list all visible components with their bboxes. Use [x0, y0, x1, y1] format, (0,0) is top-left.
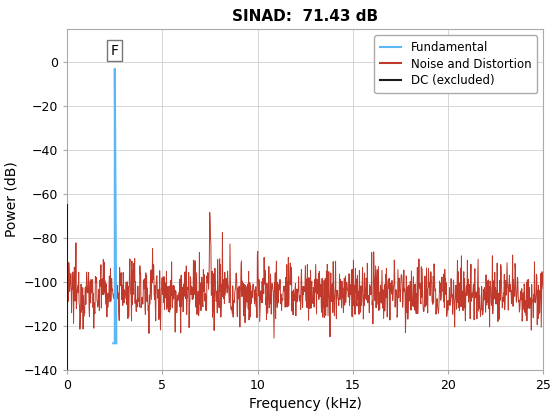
- Noise and Distortion: [325, 313, 332, 318]
- Noise and Distortion: [225, 281, 231, 286]
- Line: Fundamental: Fundamental: [113, 69, 116, 343]
- Fundamental: [110, 341, 116, 346]
- Fundamental: [113, 341, 120, 346]
- Fundamental: [111, 66, 118, 71]
- Noise and Distortion: [64, 294, 71, 299]
- Noise and Distortion: [207, 210, 213, 215]
- Legend: Fundamental, Noise and Distortion, DC (excluded): Fundamental, Noise and Distortion, DC (e…: [374, 35, 537, 93]
- Noise and Distortion: [270, 336, 277, 341]
- Y-axis label: Power (dB): Power (dB): [4, 162, 18, 237]
- Noise and Distortion: [127, 281, 134, 286]
- Title: SINAD:  71.43 dB: SINAD: 71.43 dB: [232, 9, 378, 24]
- Fundamental: [111, 341, 118, 346]
- Line: Noise and Distortion: Noise and Distortion: [67, 213, 543, 338]
- Noise and Distortion: [144, 286, 151, 291]
- DC (excluded): [64, 367, 71, 372]
- Noise and Distortion: [271, 281, 278, 286]
- Noise and Distortion: [315, 291, 321, 296]
- Noise and Distortion: [540, 286, 547, 291]
- Text: F: F: [111, 44, 119, 58]
- X-axis label: Frequency (kHz): Frequency (kHz): [249, 397, 362, 411]
- DC (excluded): [64, 202, 71, 207]
